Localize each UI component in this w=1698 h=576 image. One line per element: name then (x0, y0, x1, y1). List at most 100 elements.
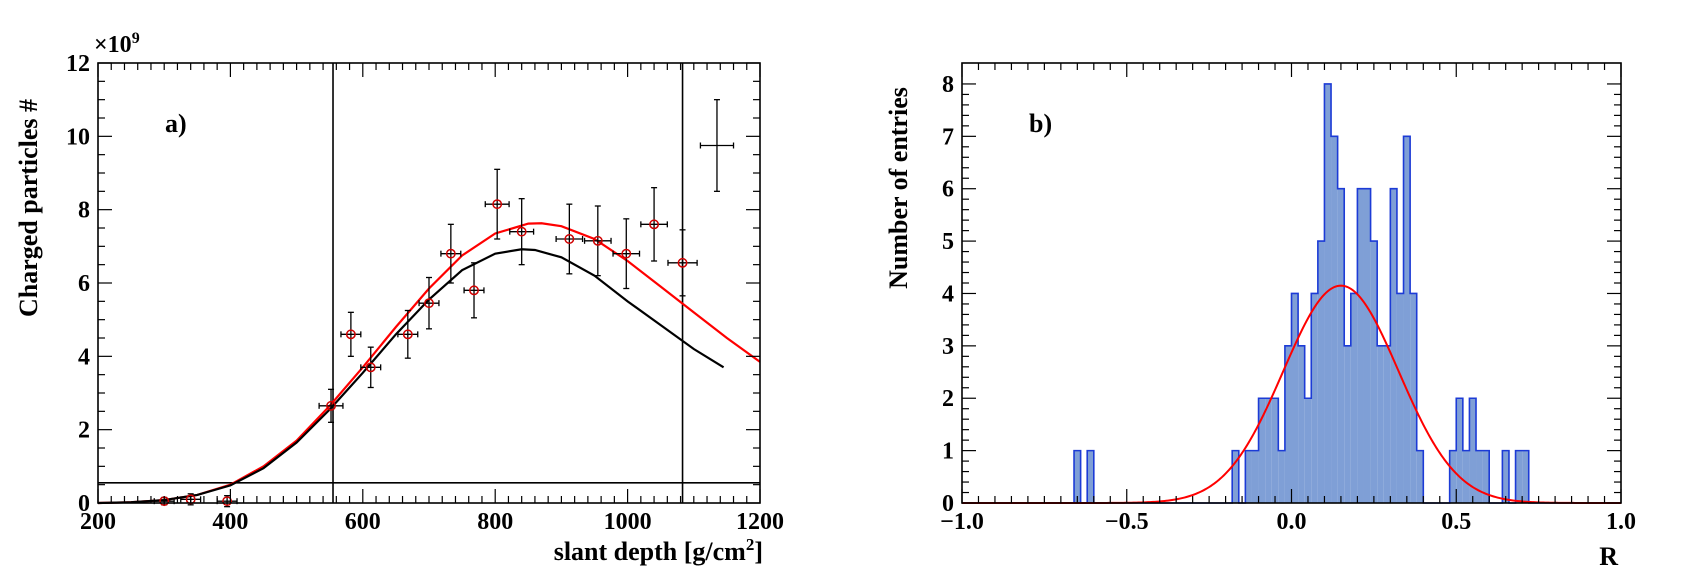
panel-b-bar-79 (1482, 450, 1490, 503)
panel-b-bar-74 (1449, 450, 1457, 503)
panel-b-x-axis-title: R (1599, 542, 1618, 571)
panel-a-point-data-13 (583, 205, 612, 277)
panel-b-bar-48 (1278, 450, 1285, 503)
panel-b-bar-65 (1390, 188, 1397, 503)
panel-a-marker (345, 329, 356, 340)
panel-a-point-data-2 (216, 495, 238, 508)
panel-b-bar-47 (1271, 398, 1279, 503)
panel-a-x-axis-title: slant depth [g/cm2] (554, 535, 763, 566)
panel-a-x-axis-title-end: ] (754, 537, 763, 566)
panel-a-label: a) (165, 109, 187, 138)
panel-a-x-tick-label: 200 (80, 509, 116, 535)
panel-a-y-multiplier-base: ×10 (94, 32, 132, 58)
panel-a-point-data-16 (667, 229, 698, 297)
panel-a-x-tick-label: 600 (345, 509, 381, 535)
panel-a-x-axis-title-main: slant depth [g/cm (554, 537, 746, 566)
panel-a-marker (516, 226, 527, 237)
panel-a-marker (564, 234, 575, 244)
panel-a-y-tick-label: 8 (78, 198, 90, 224)
panel-b-y-tick-label: 8 (942, 72, 954, 98)
panel-b-bar-44 (1251, 450, 1259, 503)
panel-b-bar-54 (1317, 241, 1325, 503)
panel-b-bar-46 (1265, 398, 1272, 503)
panel-a-point-data-10 (484, 168, 510, 240)
panel-b-y-tick-label: 1 (942, 439, 954, 465)
panel-a-marker (365, 362, 376, 373)
panel-a-marker (621, 248, 632, 259)
panel-a-y-tick-label: 4 (78, 344, 90, 370)
panel-a-point-data-8 (440, 223, 462, 284)
panel-a-marker (326, 400, 336, 411)
panel-b-y-tick-label: 0 (942, 491, 954, 517)
panel-b-bar-78 (1476, 450, 1483, 503)
panel-b-bar-59 (1350, 293, 1358, 503)
panel-a-point-data-12 (555, 203, 584, 275)
panel-a-marker (445, 248, 456, 259)
panel-b-bar-50 (1291, 293, 1299, 503)
panel-b-bar-56 (1331, 136, 1338, 504)
panel-b-bar-41 (1232, 450, 1239, 503)
panel-a-x-tick-label: 1000 (604, 509, 652, 535)
panel-b-bar-58 (1344, 345, 1351, 503)
panel-a-marker (222, 496, 233, 507)
panel-a-point-outlier-0 (699, 99, 735, 192)
panel-b-bar-84 (1515, 450, 1523, 503)
panel-a-marker (592, 235, 603, 246)
panel-a-y-tick-label: 10 (66, 124, 90, 150)
panel-b-x-tick-label: 0.0 (1277, 509, 1307, 535)
panel-a-curve-red_fit (97, 222, 761, 505)
panel-b-bar-67 (1403, 136, 1411, 504)
panel-b: −1.0 −0.5 0.0 0.5 1.0 0 1 2 3 4 5 6 7 8 b) Number of … (884, 62, 1636, 571)
panel-a-marker (677, 257, 688, 268)
panel-b-y-tick-label: 5 (942, 229, 954, 255)
panel-b-bar-57 (1337, 188, 1345, 503)
panel-b-bar-82 (1502, 450, 1509, 503)
panel-b-y-tick-label: 3 (942, 334, 954, 360)
panel-a-point-data-5 (360, 346, 382, 389)
panel-a-marker (469, 285, 479, 296)
panel-b-bar-63 (1377, 345, 1384, 503)
panel-b-bar-43 (1245, 450, 1252, 503)
panel-b-bar-69 (1416, 450, 1424, 503)
panel-a-curve-black_fit (97, 248, 725, 505)
panel-b-bar-76 (1462, 450, 1470, 503)
panel-a-point-data-15 (640, 187, 668, 262)
panel-b-x-tick-label: 0.5 (1441, 509, 1471, 535)
panel-b-y-axis-title: Number of entries (884, 87, 913, 289)
panel-a-point-data-6 (397, 309, 419, 359)
panel-a-x-axis-title-sup: 2 (746, 535, 755, 554)
panel-a-x-tick-label: 400 (212, 509, 248, 535)
panel-b-x-tick-label: 1.0 (1606, 509, 1636, 535)
panel-b-bar-85 (1522, 450, 1529, 503)
panel-b-bar-66 (1396, 293, 1404, 503)
panel-a-y-axis-title: Charged particles # (14, 99, 43, 317)
panel-a-y-multiplier-exp: 9 (132, 30, 140, 47)
panel-b-bar-45 (1258, 398, 1266, 503)
panel-a-x-tick-label: 800 (477, 509, 513, 535)
panel-a-y-tick-label: 6 (78, 271, 90, 297)
panel-b-y-tick-label: 2 (942, 386, 954, 412)
panel-a-point-data-4 (340, 311, 362, 357)
panel-b-bar-60 (1357, 188, 1364, 503)
panel-a-y-tick-label: 12 (66, 51, 90, 77)
panel-a: 200 400 600 800 1000 1200 0 2 4 6 8 10 12 a) ×109 Ch… (14, 30, 784, 566)
panel-b-bar-51 (1298, 345, 1305, 503)
panel-a-point-data-14 (612, 218, 641, 290)
panel-b-bar-75 (1456, 398, 1463, 503)
panel-a-marker (492, 199, 503, 210)
panel-a-point-data-9 (463, 262, 485, 319)
panel-b-bar-52 (1304, 398, 1312, 503)
panel-b-y-tick-label: 7 (942, 124, 954, 150)
panel-b-bar-53 (1311, 293, 1318, 503)
panel-a-marker (424, 298, 434, 309)
panel-a-marker (402, 329, 413, 340)
panel-b-bar-62 (1370, 241, 1378, 503)
panel-a-x-tick-label: 1200 (736, 509, 784, 535)
panel-a-point-data-11 (509, 198, 535, 266)
panel-a-marker (649, 219, 660, 230)
panel-b-label: b) (1029, 109, 1052, 138)
panel-a-y-multiplier: ×109 (94, 30, 140, 58)
panel-b-y-tick-label: 6 (942, 177, 954, 203)
panel-b-bar-68 (1410, 293, 1417, 503)
